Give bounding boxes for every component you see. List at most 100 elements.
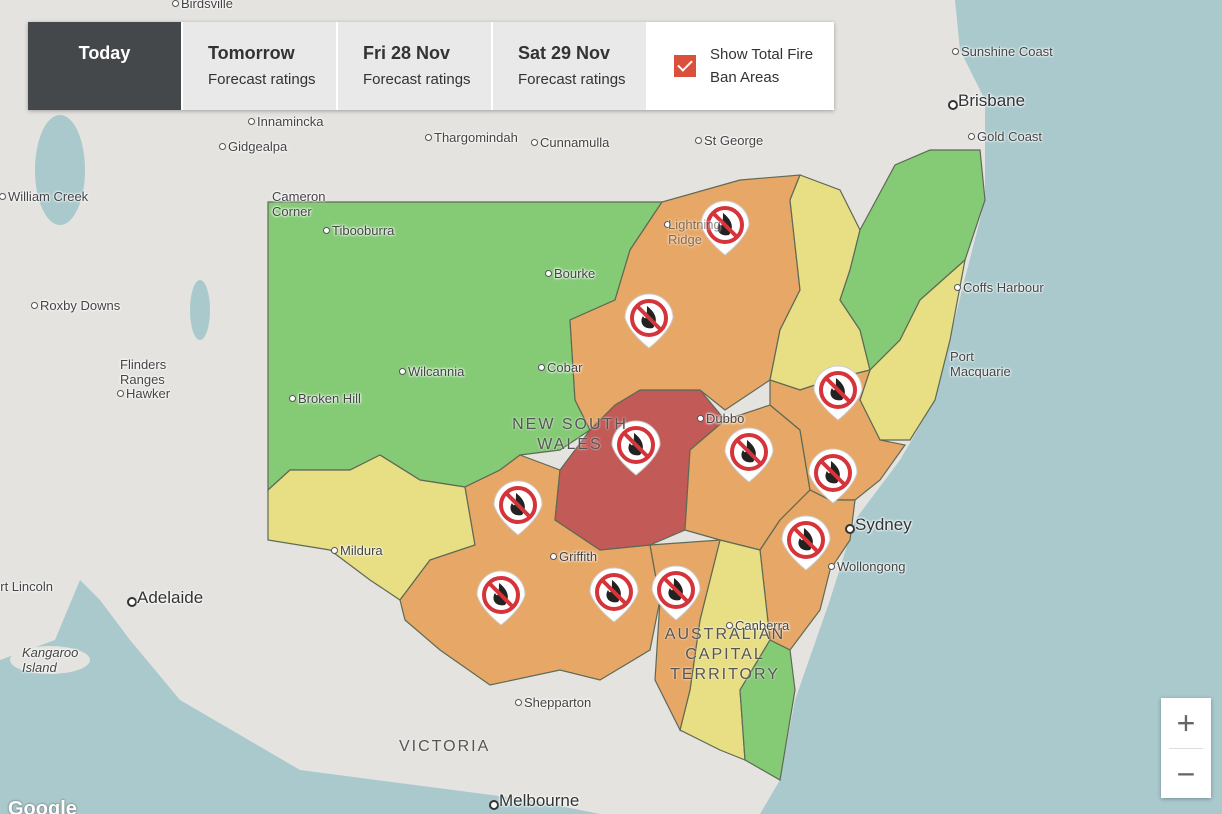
region-label: VICTORIA xyxy=(399,738,491,755)
fire-ban-marker xyxy=(493,480,543,536)
fire-ban-marker xyxy=(724,427,774,483)
place-dot xyxy=(331,547,338,554)
ban-ring xyxy=(706,206,744,244)
place-label: Hawker xyxy=(126,386,171,401)
place-dot xyxy=(172,0,179,7)
fire-ban-marker xyxy=(624,293,674,349)
ban-slash xyxy=(792,526,820,554)
place-dot xyxy=(697,415,704,422)
fire-district xyxy=(859,258,966,441)
ban-ring xyxy=(730,433,768,471)
place-dot xyxy=(531,139,538,146)
place-dot xyxy=(31,302,38,309)
place-label: Flinders Ranges xyxy=(120,357,167,387)
place-label: Mildura xyxy=(340,543,383,558)
zoom-control: + − xyxy=(1161,698,1211,798)
place-label: Bourke xyxy=(554,266,596,281)
place-dot xyxy=(117,390,124,397)
place-dot xyxy=(323,227,330,234)
place-dot xyxy=(399,368,406,375)
zoom-in[interactable]: + xyxy=(1176,704,1196,741)
place-label: Kangaroo Island xyxy=(22,645,79,675)
ban-ring xyxy=(657,571,695,609)
fire-ban-marker xyxy=(781,515,831,571)
place-label: Birdsville xyxy=(181,0,234,11)
ban-slash xyxy=(600,578,628,606)
place-label: Gidgealpa xyxy=(228,139,288,154)
zoom-out[interactable]: − xyxy=(1176,755,1196,792)
place-dot xyxy=(948,100,958,110)
ban-slash xyxy=(824,376,852,404)
ban-ring xyxy=(617,426,655,464)
place-dot xyxy=(489,800,499,810)
ban-ring xyxy=(630,299,668,337)
fire-ban-marker xyxy=(808,448,858,504)
ban-ring xyxy=(482,576,520,614)
ban-slash xyxy=(711,211,739,239)
ban-slash xyxy=(819,459,847,487)
place-label: Sydney xyxy=(855,515,912,534)
ban-ring xyxy=(595,573,633,611)
fire-ban-marker xyxy=(476,570,526,626)
place-dot xyxy=(127,597,137,607)
ban-ring xyxy=(814,454,852,492)
tab-subtitle: Forecast ratings xyxy=(208,71,316,88)
place-dot xyxy=(289,395,296,402)
region-label: AUSTRALIAN CAPITAL TERRITORY xyxy=(664,626,786,683)
place-dot xyxy=(545,270,552,277)
place-label: Sunshine Coast xyxy=(961,44,1053,59)
place-dot xyxy=(515,699,522,706)
place-label: Gold Coast xyxy=(977,129,1043,144)
fire-ban-marker xyxy=(611,420,661,476)
place-dot xyxy=(845,524,855,534)
lake xyxy=(35,115,85,225)
fire-ban-marker xyxy=(589,567,639,623)
tab-subtitle: Forecast ratings xyxy=(363,71,471,88)
place-label: Tibooburra xyxy=(332,223,395,238)
ban-ring xyxy=(787,521,825,559)
fire-district xyxy=(769,369,907,501)
place-label: Wilcannia xyxy=(408,364,465,379)
place-dot xyxy=(248,118,255,125)
place-label: Port Lincoln xyxy=(0,579,53,594)
tab-title: Tomorrow xyxy=(208,43,295,63)
fire-ban-marker xyxy=(700,200,750,256)
place-label: Innamincka xyxy=(257,114,324,129)
tab-title: Fri 28 Nov xyxy=(363,43,451,63)
ban-slash xyxy=(504,491,532,519)
place-dot xyxy=(954,284,961,291)
place-label: Cameron Corner xyxy=(272,189,326,219)
place-label: Thargomindah xyxy=(434,130,518,145)
place-dot xyxy=(538,364,545,371)
tab[interactable]: Today xyxy=(28,22,183,110)
region-label: NEW SOUTH WALES xyxy=(512,416,628,453)
place-label: William Creek xyxy=(8,189,89,204)
place-dot xyxy=(968,133,975,140)
place-label: Broken Hill xyxy=(298,391,361,406)
toggle[interactable]: Show Total Fire Ban Areas xyxy=(648,22,834,110)
tab-title: Sat 29 Nov xyxy=(518,43,611,63)
tab[interactable]: Sat 29 Nov Forecast ratings xyxy=(493,22,648,110)
tab[interactable]: Tomorrow Forecast ratings xyxy=(183,22,338,110)
place-label: Shepparton xyxy=(524,695,592,710)
place-label: Griffith xyxy=(559,549,598,564)
lake xyxy=(190,280,210,340)
fire-district xyxy=(739,639,796,781)
checkbox[interactable] xyxy=(674,55,696,77)
ban-slash xyxy=(622,431,650,459)
place-label: St George xyxy=(704,133,764,148)
place-label: Cunnamulla xyxy=(540,135,610,150)
ban-ring xyxy=(499,486,537,524)
place-label: Port Macquarie xyxy=(950,349,1011,379)
place-dot xyxy=(0,193,6,200)
tab-subtitle: Forecast ratings xyxy=(518,71,626,88)
tab[interactable]: Fri 28 Nov Forecast ratings xyxy=(338,22,493,110)
place-label: Roxby Downs xyxy=(40,298,121,313)
place-label: Adelaide xyxy=(137,588,204,607)
ban-slash xyxy=(635,304,663,332)
place-dot xyxy=(425,134,432,141)
fire-ban-marker xyxy=(813,365,863,421)
ban-slash xyxy=(662,576,690,604)
